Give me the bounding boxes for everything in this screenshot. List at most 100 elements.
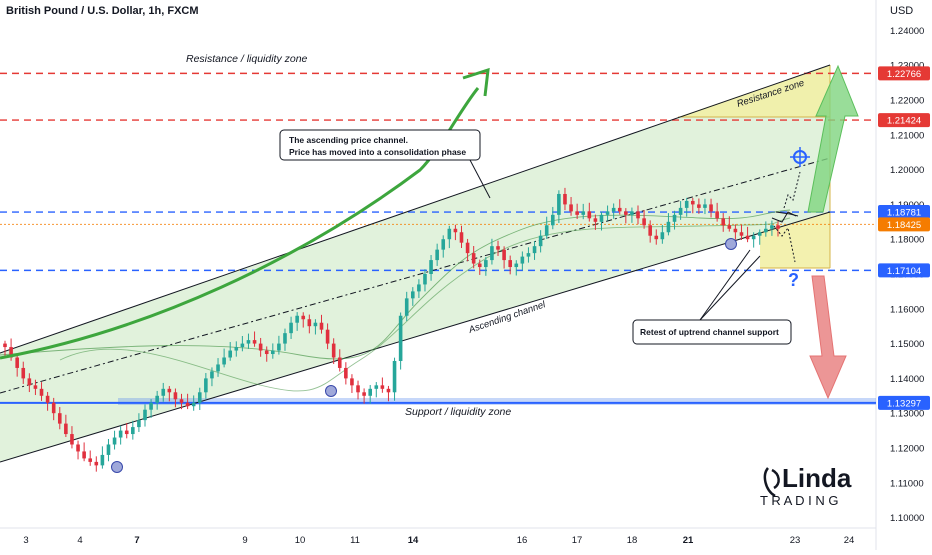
candle-body [191,402,196,407]
candle-body [362,392,366,396]
candle-body [15,357,19,368]
price-tag-1.18425: 1.18425 [887,220,921,231]
time-tick-label: 18 [627,535,638,546]
candle-body [143,409,147,421]
price-tick-label: 1.24000 [890,26,924,37]
callout-retest-pointer-2 [699,255,761,321]
candle-body [210,371,214,379]
candle-body [617,207,622,212]
channel-touch-marker [725,238,737,250]
candle-body [386,388,391,393]
watermark-logo-mark [763,467,780,498]
candle-body [715,211,719,219]
projection-path-up [783,171,801,209]
symbol-title: British Pound / U.S. Dollar, 1h, FXCM [6,5,199,17]
candle-body [630,211,634,215]
time-tick-label: 16 [517,535,528,546]
candle-body [502,249,506,261]
candle-body [106,444,111,455]
candle-body [624,211,628,215]
moving-average-1 [0,209,791,360]
price-tag-1.21424: 1.21424 [887,116,921,127]
candle-body [51,402,56,414]
candle-body [757,232,762,236]
candle-body [776,225,780,229]
candle-body [423,274,427,285]
projection-arrow [775,211,799,217]
candle-body [538,235,543,247]
candle-body [380,385,385,389]
candle-body [350,378,354,386]
price-tick-label: 1.16000 [890,304,924,315]
candle-body [76,444,80,452]
candle-body [70,434,74,445]
candle-body [131,427,135,435]
price-tag-bg-1.18425 [878,217,930,232]
candle-body [374,385,379,389]
price-tick-label: 1.22000 [890,96,924,107]
candle-body [611,207,616,212]
candle-body [514,263,519,268]
candle-body [636,211,640,219]
channel-upper-line [0,64,831,354]
candle-body [745,235,750,240]
candle-body [544,225,549,236]
callout-channel-line1: The ascending price channel. [289,135,408,145]
price-tag-bg-1.21424 [878,113,930,128]
candle-body [599,214,604,222]
candle-body [124,430,129,435]
candle-body [27,378,32,386]
channel-touch-marker [325,385,337,397]
candle-body [222,357,226,365]
channel-mid-line [0,157,831,394]
watermark-line2: T R A D I N G [760,493,839,508]
price-tick-label: 1.14000 [890,374,924,385]
candle-body [112,437,117,445]
candle-body [325,329,330,344]
candle-body [337,357,342,368]
candle-body [417,284,421,292]
time-tick-label: 23 [790,535,801,546]
candle-body [447,228,452,240]
time-tick-label: 3 [23,535,28,546]
candle-body [45,395,50,403]
candle-body [477,263,482,268]
channel-touch-marker [111,461,123,473]
candle-body [733,228,738,233]
candle-body [313,322,318,327]
price-tag-bg-1.18781 [878,205,930,220]
candle-body [654,235,659,240]
resistance-zone-title: Resistance / liquidity zone [186,53,308,65]
candle-body [404,298,409,316]
candle-body [459,232,464,243]
time-tick-label: 17 [572,535,583,546]
candle-body [57,413,62,424]
candle-body [484,260,488,268]
candle-body [751,235,756,240]
time-tick-label: 7 [134,535,139,546]
price-tick-label: 1.21000 [890,130,924,141]
price-tick-label: 1.18000 [890,235,924,246]
candle-body [660,232,665,240]
trend-arrow-head [462,67,490,97]
callout-channel-line2: Price has moved into a consolidation pha… [289,147,466,157]
price-tick-label: 1.10000 [890,513,924,524]
candle-body [690,200,695,205]
candle-body [197,392,202,403]
bearish-scenario-arrow [809,275,847,400]
candle-body [277,343,281,351]
candle-body [526,253,531,257]
candle-body [441,239,446,250]
candle-body [33,385,38,389]
support-retest-zone-fill [760,212,830,268]
candle-body [520,256,525,264]
price-tag-1.18781: 1.18781 [887,208,921,219]
candle-body [295,315,299,323]
candle-body [557,193,561,215]
candle-body [264,350,269,355]
candle-body [392,360,397,393]
callout-channel-box [279,129,481,161]
candle-body [271,350,275,355]
candle-body [301,315,306,320]
